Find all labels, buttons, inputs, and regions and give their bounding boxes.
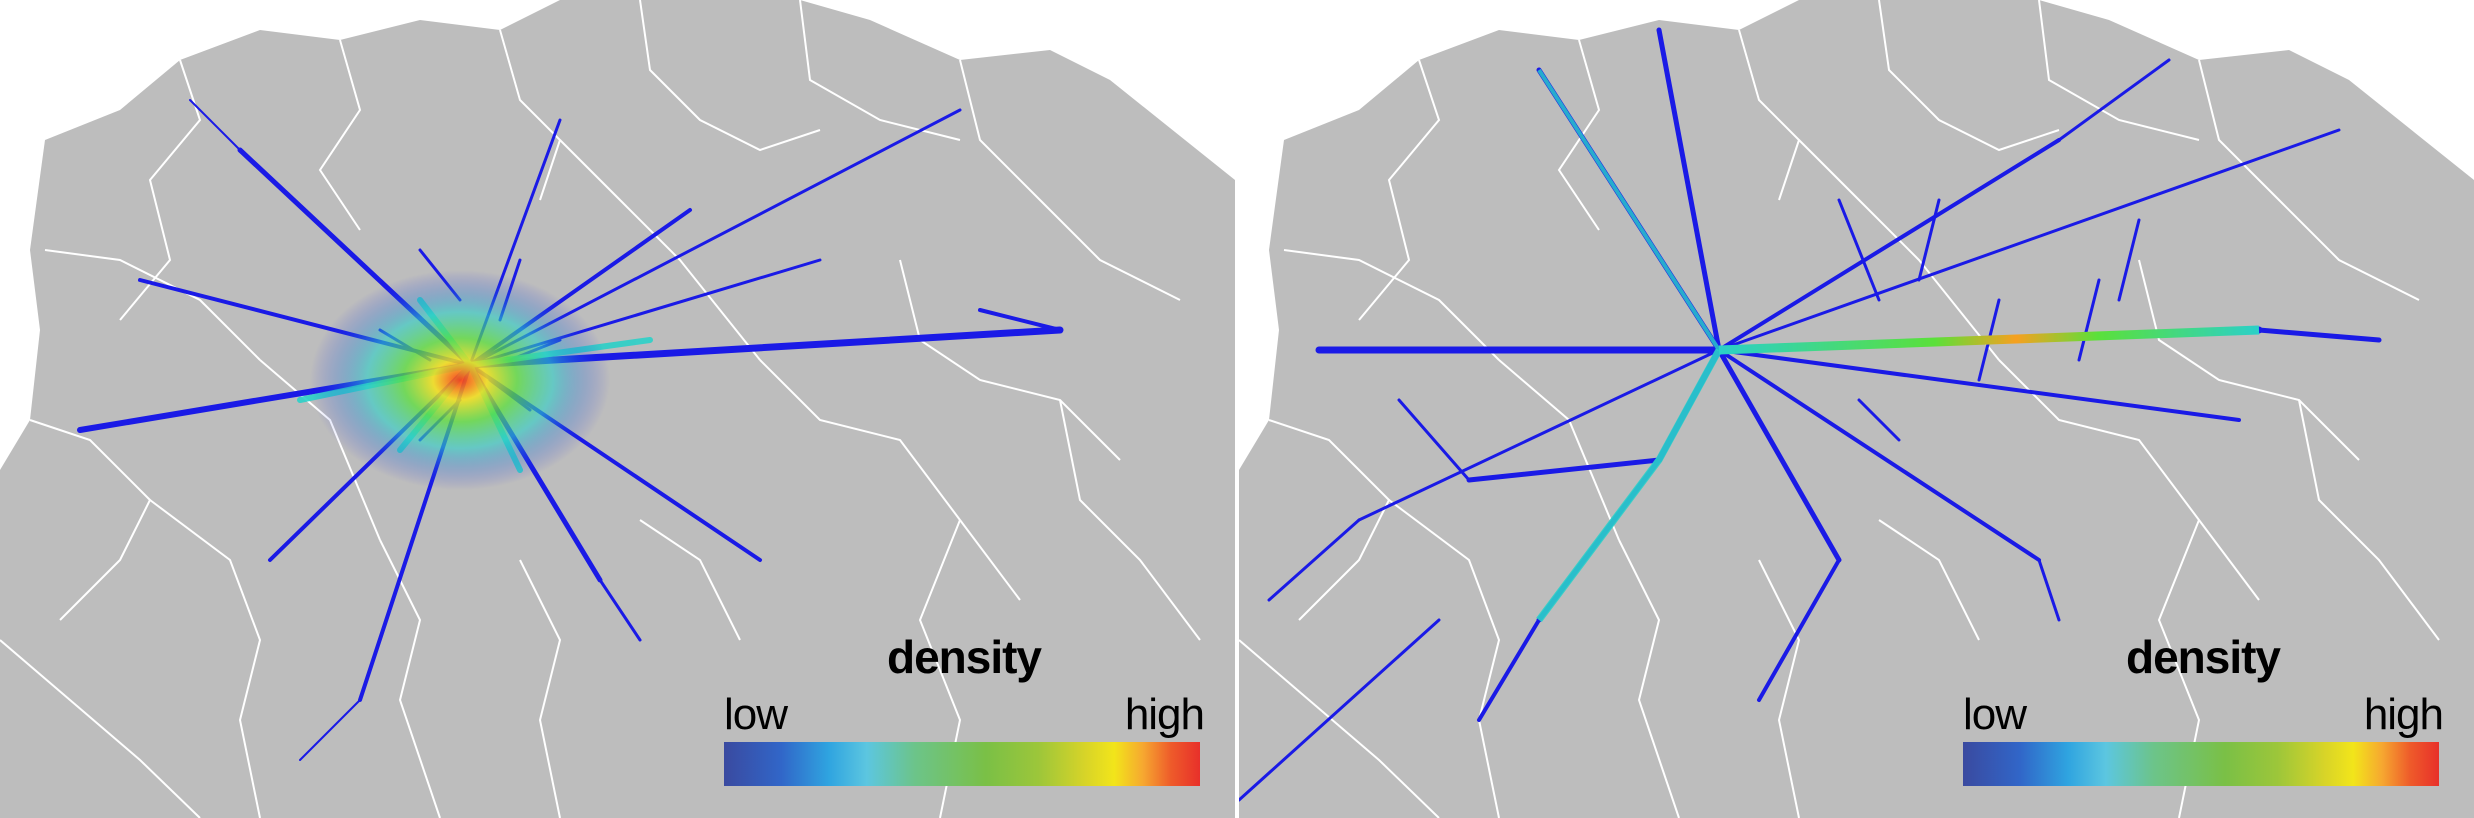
land-region bbox=[0, 0, 1235, 818]
density-hotspot-left bbox=[310, 270, 610, 490]
map-canvas-left bbox=[0, 0, 1235, 818]
region-boundaries bbox=[0, 0, 1201, 818]
legend-high-label: high bbox=[2363, 690, 2444, 739]
density-legend-right: density low high bbox=[1963, 630, 2444, 786]
legend-low-label: low bbox=[724, 690, 788, 739]
map-canvas-right bbox=[1239, 0, 2474, 818]
density-map-left: density low high bbox=[0, 0, 1235, 818]
legend-title: density bbox=[886, 631, 1042, 683]
south-flow-corridor bbox=[1536, 348, 1723, 623]
density-map-right: density low high bbox=[1239, 0, 2474, 818]
legend-color-ramp bbox=[724, 742, 1200, 786]
legend-title: density bbox=[2125, 631, 2281, 683]
main-flow-corridor bbox=[1718, 325, 2260, 355]
legend-high-label: high bbox=[1124, 690, 1205, 739]
legend-low-label: low bbox=[1963, 690, 2027, 739]
legend-color-ramp bbox=[1963, 742, 2439, 786]
region-boundaries bbox=[1239, 0, 2440, 818]
density-legend-left: density low high bbox=[724, 630, 1205, 786]
